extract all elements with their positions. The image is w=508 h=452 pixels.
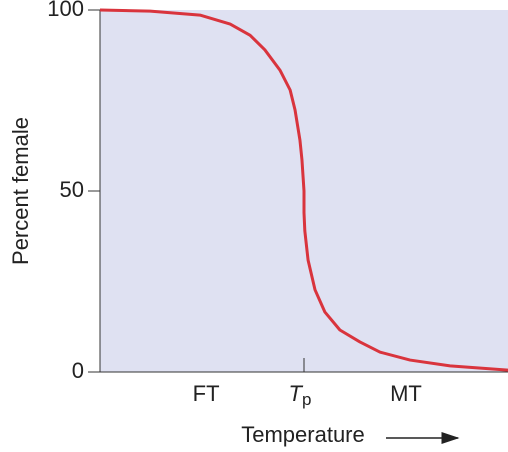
- x-tick-label: Tp: [289, 381, 312, 410]
- curve: [99, 8, 508, 372]
- x-tick-label-sub: p: [302, 390, 311, 409]
- x-axis-label: Temperature: [241, 422, 365, 447]
- y-axis-label: Percent female: [8, 117, 33, 265]
- y-tick-label: 100: [47, 0, 84, 21]
- region-label: FT: [193, 381, 220, 406]
- x-tick-label-main: T: [289, 381, 304, 406]
- region-label: MT: [390, 381, 422, 406]
- y-tick-label: 0: [72, 358, 84, 383]
- y-tick-label: 50: [60, 177, 84, 202]
